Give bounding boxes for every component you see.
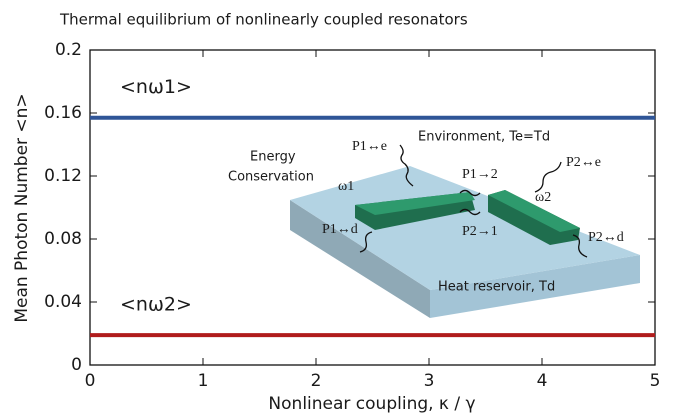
y-tick-label: 0 [71,355,82,375]
chart-title: Thermal equilibrium of nonlinearly coupl… [59,11,468,29]
series-label: <nω2> [120,294,192,316]
wavy-arrows [359,144,588,258]
annotation: P1→2 [462,167,498,182]
annotation: ω1 [338,179,354,194]
x-tick-label: 5 [650,371,661,391]
x-tick-label: 1 [198,371,209,391]
annotation: Environment, Te=Td [418,130,550,145]
slab-top [290,166,640,290]
x-tick-label: 3 [424,371,435,391]
annotation: P2→1 [462,224,498,239]
y-tick-label: 0.04 [44,292,82,312]
annotation: P1↔d [322,222,358,237]
annotation: P2↔d [588,230,624,245]
slab-side [290,200,430,318]
annotation: Energy [250,150,296,165]
y-tick-label: 0.2 [55,40,82,60]
y-axis-label: Mean Photon Number <n> [12,93,32,322]
annotation: Heat reservoir, Td [438,280,555,295]
series-label: <nω1> [120,76,192,98]
x-tick-label: 4 [537,371,548,391]
annotation: Conservation [228,170,314,185]
resonator-1-top [355,192,475,215]
annotation: P1↔e [352,139,387,154]
x-tick-label: 2 [311,371,322,391]
inset-diagram [290,144,640,318]
x-tick-label: 0 [85,371,96,391]
y-tick-label: 0.16 [44,103,82,123]
y-tick-label: 0.08 [44,229,82,249]
annotation: ω2 [535,190,551,205]
x-axis-label: Nonlinear coupling, κ / γ [268,394,475,414]
resonator-2-top [488,190,580,232]
slab-side [430,255,640,318]
plot-frame [89,49,656,366]
y-tick-label: 0.12 [44,166,82,186]
annotation: P2↔e [566,155,601,170]
